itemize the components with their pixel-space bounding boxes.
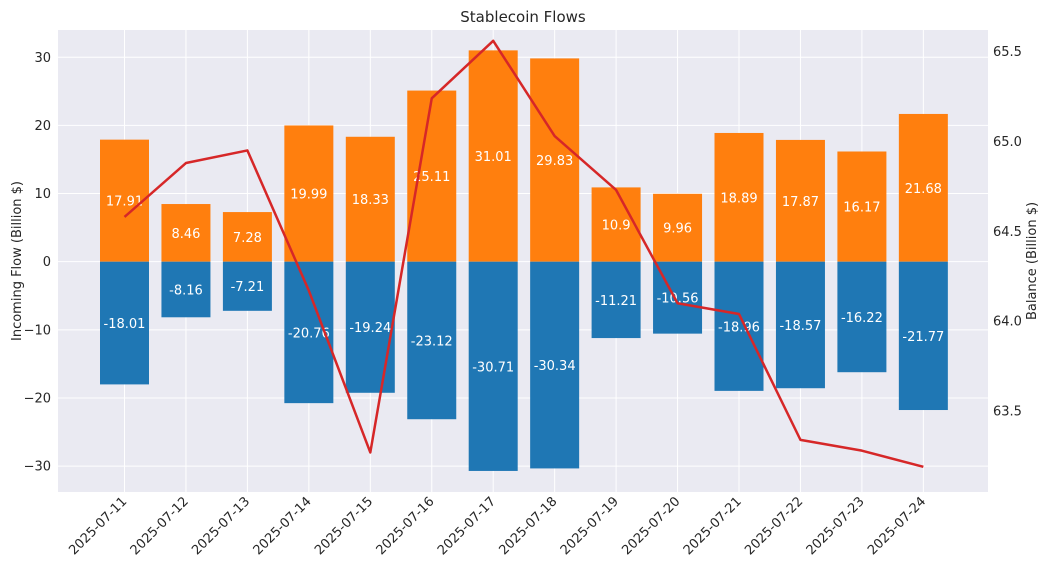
bar-value-label: 8.46 [171,227,200,242]
x-tick-label: 2025-07-22 [742,494,806,558]
bar-value-label: -18.57 [779,319,821,334]
bar-value-label: 19.99 [290,188,327,203]
bar-value-label: 21.68 [905,182,942,197]
x-tick-label: 2025-07-19 [558,494,622,558]
incoming-bar [775,139,825,262]
y-tick-label: −20 [24,391,51,406]
incoming-bar [284,125,334,262]
bar-value-label: 10.9 [602,219,631,234]
plot-background [58,30,988,492]
bar-labels: 17.91 8.46 7.28 19.99 18.33 25.11 31.01 29.83 10… [104,150,945,375]
y-tick-label: 30 [34,51,51,66]
incoming-bar [898,113,948,262]
bar-value-label: -16.22 [841,311,883,326]
outgoing-bar [222,261,272,311]
x-tick-label: 2025-07-23 [804,494,868,558]
bar-value-label: -10.56 [657,292,699,307]
right-y-axis: 63.5 64.0 64.5 65.0 65.5 [993,45,1022,420]
incoming-bar [714,132,764,262]
incoming-bar [345,136,395,262]
x-tick-label: 2025-07-21 [681,494,745,558]
bar-value-label: -30.71 [472,360,514,375]
incoming-bar [161,204,211,262]
bar-value-label: 29.83 [536,154,573,169]
bar-value-label: 18.89 [720,191,757,206]
incoming-bar [837,151,887,262]
incoming-bar [407,90,457,262]
y-tick-label: 10 [34,187,51,202]
outgoing-bar [407,261,457,420]
y-tick-label: −30 [24,460,51,475]
x-tick-label: 2025-07-17 [435,494,499,558]
bar-value-label: 17.91 [106,195,143,210]
x-tick-label: 2025-07-15 [312,494,376,558]
x-tick-label: 2025-07-14 [251,494,315,558]
outgoing-bar [468,261,518,471]
bar-value-label: 17.87 [782,195,819,210]
incoming-bar [222,212,272,262]
incoming-bar [530,58,580,262]
bar-value-label: -8.16 [169,283,203,298]
balance-line-path [123,39,924,469]
balance-line [123,39,924,469]
y2-tick-label: 65.5 [993,45,1022,60]
bar-value-label: -11.21 [595,294,637,309]
bar-value-label: -21.77 [902,330,944,345]
bar-value-label: 25.11 [413,170,450,185]
y-tick-label: 20 [34,119,51,134]
incoming-bar [653,193,703,262]
incoming-bar [591,187,641,262]
x-tick-label: 2025-07-18 [496,494,560,558]
bar-value-label: -19.24 [349,321,391,336]
y-tick-label: 0 [43,255,51,270]
outgoing-bar [100,261,149,385]
outgoing-bar [530,261,580,469]
bar-value-label: -18.96 [718,320,760,335]
x-tick-label: 2025-07-16 [374,494,438,558]
outgoing-bar [591,261,641,339]
incoming-bar [468,50,518,262]
x-tick-label: 2025-07-13 [189,494,253,558]
outgoing-bar [775,261,825,389]
bar-value-label: 16.17 [843,201,880,216]
x-tick-label: 2025-07-12 [128,494,192,558]
bar-value-label: -20.76 [288,326,330,341]
outgoing-bar [714,261,764,391]
bar-value-label: -23.12 [411,334,453,349]
y-tick-label: −10 [24,323,51,338]
bar-value-label: -7.21 [231,280,265,295]
bars [100,50,948,471]
x-tick-label: 2025-07-11 [66,494,130,558]
bar-value-label: 31.01 [475,150,512,165]
y-axis-title: Incoming Flow (Billion $) [10,181,25,341]
incoming-bar [100,139,149,262]
y2-tick-label: 64.5 [993,225,1022,240]
bar-value-label: 18.33 [352,193,389,208]
x-tick-label: 2025-07-24 [865,494,929,558]
chart-title: Stablecoin Flows [460,8,586,26]
bar-value-label: -30.34 [534,359,576,374]
bar-value-label: 9.96 [663,222,692,237]
bar-value-label: 7.28 [233,231,262,246]
y2-tick-label: 65.0 [993,135,1022,150]
y2-tick-label: 64.0 [993,315,1022,330]
outgoing-bar [161,261,211,318]
bar-value-label: -18.01 [104,317,146,332]
x-axis: 2025-07-112025-07-122025-07-132025-07-14… [66,494,929,558]
outgoing-bar [898,261,948,411]
y2-axis-title: Balance (Billion $) [1025,202,1040,320]
outgoing-bar [837,261,887,373]
outgoing-bar [345,261,395,393]
y2-tick-label: 63.5 [993,405,1022,420]
x-tick-label: 2025-07-20 [619,494,683,558]
left-y-axis: −30 −20 −10 0 10 20 30 [24,51,51,475]
